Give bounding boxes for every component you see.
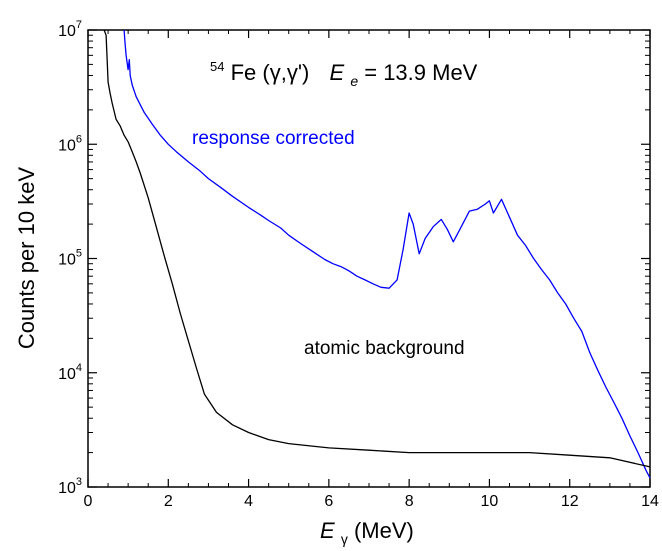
y-tick-base: 10 [58,137,76,154]
x-axis: 0 2 4 6 8 10 12 14 [84,30,659,510]
y-tick-base: 10 [58,23,76,40]
y-tick-exponent: 6 [76,133,82,145]
x-label-unit: (MeV) [354,518,414,543]
y-tick-exponent: 5 [76,248,82,260]
y-tick-label: 103 [58,476,82,497]
title-energy-subscript: e [350,73,358,89]
y-tick-exponent: 4 [76,362,82,374]
x-tick-label: 0 [84,493,93,510]
series-atomic-background [103,29,651,468]
series-response-corrected [123,29,651,479]
y-tick-exponent: 3 [76,476,82,488]
y-tick-label: 104 [58,362,82,383]
title-reaction: (γ,γ') [262,60,309,85]
x-tick-label: 10 [481,493,499,510]
x-axis-label: E γ (MeV) [320,518,414,549]
series-layer [103,29,651,479]
label-response-corrected: response corrected [192,128,355,149]
title-energy-value: = 13.9 MeV [364,60,477,85]
title-nucleus: Fe [231,60,257,85]
y-tick-label: 105 [58,248,82,269]
y-tick-exponent: 7 [76,19,82,31]
plot-frame-group [87,29,651,488]
x-tick-label: 8 [405,493,414,510]
y-axis-label: Counts per 10 keV [14,167,39,350]
x-tick-label: 2 [164,493,173,510]
y-tick-label: 106 [58,133,82,154]
plot-frame [87,29,651,488]
chart-title: 54 Fe (γ,γ') E e = 13.9 MeV [210,51,478,91]
y-tick-base: 10 [58,252,76,269]
title-iso-mass: 54 [210,59,224,74]
y-tick-base: 10 [58,366,76,383]
x-tick-label: 4 [244,493,253,510]
x-tick-label: 12 [561,493,579,510]
x-tick-label: 6 [324,493,333,510]
y-tick-base: 10 [58,480,76,497]
title-energy-symbol: E [330,60,345,85]
label-atomic-background: atomic background [304,338,465,359]
x-label-subscript: γ [341,531,348,547]
x-label-symbol: E [320,518,335,543]
y-tick-label: 107 [58,19,82,40]
x-tick-label: 14 [641,493,659,510]
